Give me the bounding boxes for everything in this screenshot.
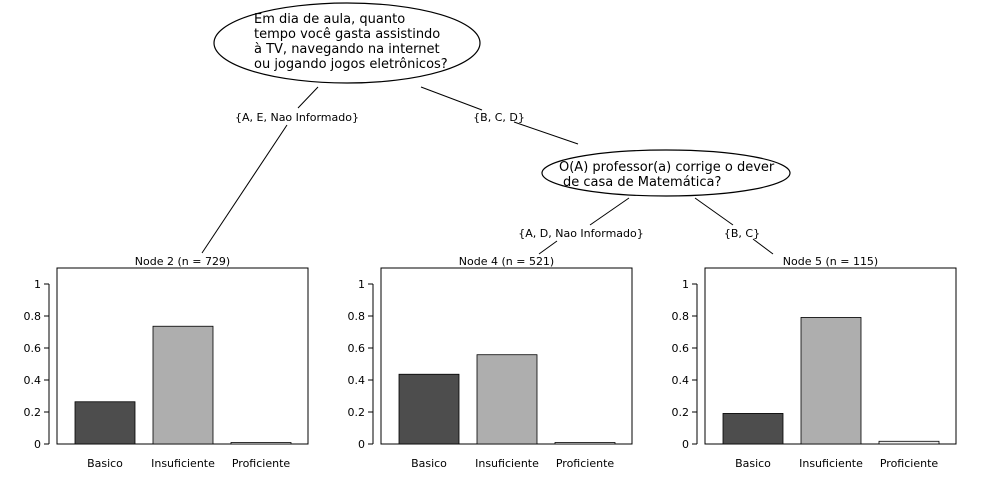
y-tick-label: 0.2 [24, 406, 42, 419]
category-label-basico: Basico [411, 457, 447, 470]
bar-proficiente [230, 442, 292, 445]
y-tick-label: 0 [358, 438, 365, 451]
y-tick-label: 0.8 [348, 310, 366, 323]
root-left-edge-label: {A, E, Nao Informado} [235, 111, 359, 124]
edge-node3-to-node4-upper [589, 197, 630, 226]
y-tick-label: 0.4 [24, 374, 42, 387]
bar-basico [722, 413, 784, 445]
root-question-line-4: ou jogando jogos eletrônicos? [254, 57, 448, 72]
node-title: Node 5 (n = 115) [783, 255, 878, 268]
edge-root-to-node2-lower [201, 124, 288, 254]
edge-node3-to-node4-lower [538, 240, 558, 255]
edge-node3-to-node5-upper [694, 197, 734, 226]
y-tick-label: 1 [358, 278, 365, 291]
bar-insuficiente [476, 354, 538, 445]
bar-basico [398, 373, 460, 445]
inner-question-line-1: O(A) professor(a) corrige o dever [559, 160, 775, 175]
y-tick-label: 0.6 [24, 342, 42, 355]
y-tick-label: 0.2 [672, 406, 690, 419]
category-label-insuficiente: Insuficiente [151, 457, 215, 470]
bar-insuficiente [152, 325, 214, 445]
bar-proficiente [878, 440, 940, 445]
y-tick-label: 0 [34, 438, 41, 451]
root-question-line-2: tempo você gasta assistindo [254, 27, 440, 42]
root-question-line-1: Em dia de aula, quanto [254, 12, 405, 27]
edge-node3-to-node5-lower [752, 238, 774, 255]
root-question-line-3: à TV, navegando na internet [254, 42, 440, 57]
root-right-edge-label: {B, C, D} [473, 111, 525, 124]
y-tick-label: 0.8 [672, 310, 690, 323]
bar-insuficiente [800, 317, 862, 445]
y-tick-label: 0.4 [672, 374, 690, 387]
y-tick-label: 1 [34, 278, 41, 291]
root-node-ellipse [213, 2, 481, 84]
category-label-proficiente: Proficiente [556, 457, 615, 470]
node-title: Node 2 (n = 729) [135, 255, 230, 268]
node-4-panel: Node 4 (n = 521) 0 0.2 0.4 0.6 0.8 1 Basico Insu… [348, 255, 633, 470]
y-tick-label: 0 [682, 438, 689, 451]
category-label-insuficiente: Insuficiente [475, 457, 539, 470]
y-tick-label: 0.6 [348, 342, 366, 355]
category-label-proficiente: Proficiente [232, 457, 291, 470]
edge-root-to-node2-upper [297, 86, 319, 109]
node-title: Node 4 (n = 521) [459, 255, 554, 268]
category-label-basico: Basico [735, 457, 771, 470]
category-label-insuficiente: Insuficiente [799, 457, 863, 470]
node-5-panel: Node 5 (n = 115) 0 0.2 0.4 0.6 0.8 1 Basico Insu… [672, 255, 957, 470]
edge-root-to-node3-lower [513, 121, 579, 145]
category-label-proficiente: Proficiente [880, 457, 939, 470]
bar-basico [74, 401, 136, 445]
inner-question-line-2: de casa de Matemática? [563, 175, 721, 190]
inner-right-edge-label: {B, C} [724, 227, 760, 240]
y-tick-label: 0.4 [348, 374, 366, 387]
inner-left-edge-label: {A, D, Nao Informado} [518, 227, 644, 240]
edge-root-to-node3-upper [420, 86, 483, 111]
y-tick-label: 0.2 [348, 406, 366, 419]
node-2-panel: Node 2 (n = 729) 0 0.2 0.4 0.6 0.8 1 Basico Insu… [24, 255, 309, 470]
bar-proficiente [554, 442, 616, 445]
y-tick-label: 0.8 [24, 310, 42, 323]
inner-node-ellipse [541, 149, 791, 197]
category-label-basico: Basico [87, 457, 123, 470]
y-tick-label: 1 [682, 278, 689, 291]
y-tick-label: 0.6 [672, 342, 690, 355]
